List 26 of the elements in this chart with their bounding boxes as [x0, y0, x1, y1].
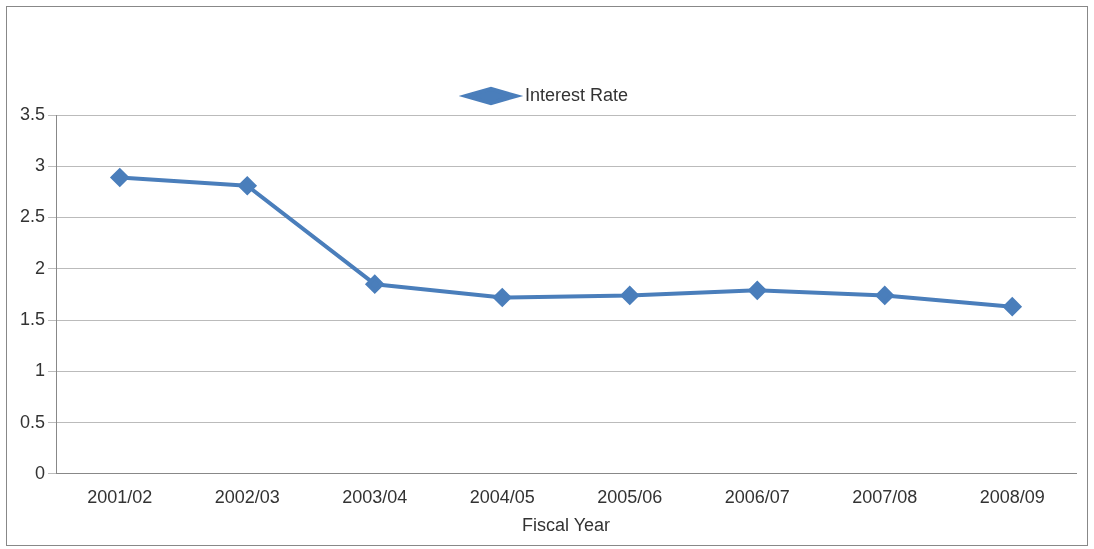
point	[110, 168, 129, 187]
y-tick-label: 3	[35, 155, 46, 176]
point	[875, 286, 894, 305]
point	[493, 288, 512, 307]
y-tick-label: 2.5	[19, 206, 46, 227]
y-tick-label: 1.5	[19, 309, 46, 329]
point	[620, 286, 639, 305]
x-tick-label: 2007/08	[852, 486, 918, 507]
x-tick-label: 2005/06	[597, 486, 663, 507]
x-tick-label: 2006/07	[724, 486, 790, 507]
x-tick-label: 2004/05	[469, 486, 535, 507]
x-tick-label: 2008/09	[979, 486, 1045, 507]
x-tick-label: 2003/04	[342, 486, 408, 507]
y-tick-label: 3.5	[19, 103, 46, 124]
y-tick-label: 2	[35, 257, 46, 278]
x-tick-label: 2002/03	[214, 486, 280, 507]
point	[748, 281, 767, 300]
y-tick-label: 1	[35, 360, 46, 381]
legend-label: Interest Rate	[524, 84, 629, 105]
point	[1003, 297, 1022, 316]
x-axis-title: Fiscal Year	[521, 515, 611, 536]
point	[365, 275, 384, 294]
x-tick-label: 2001/02	[87, 486, 153, 507]
point	[238, 176, 257, 195]
y-tick-label: 0.5	[19, 411, 46, 432]
y-tick-label: 0	[35, 462, 46, 483]
